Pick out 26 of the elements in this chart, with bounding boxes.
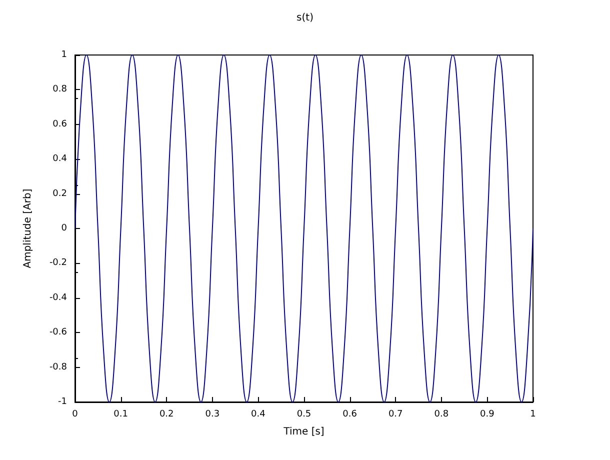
x-tick-label: 0.8 bbox=[434, 410, 449, 420]
x-tick-label: 0.3 bbox=[205, 410, 220, 420]
line-series bbox=[74, 54, 534, 402]
y-tick-label: 1 bbox=[61, 50, 67, 60]
x-tick-label: 0.5 bbox=[296, 410, 312, 420]
y-tick-label: -0.8 bbox=[49, 362, 68, 372]
y-tick-label: -0.4 bbox=[49, 292, 68, 303]
x-axis-title: Time [s] bbox=[282, 426, 324, 438]
y-axis-title: Amplitude [Arb] bbox=[22, 188, 34, 268]
x-tick-label: 0.4 bbox=[251, 410, 266, 420]
y-tick-label: 0.2 bbox=[52, 188, 67, 199]
y-tick-label: 0.6 bbox=[52, 119, 68, 130]
y-tick-label: 0.4 bbox=[52, 154, 68, 164]
y-tick-label: 0.8 bbox=[52, 84, 68, 95]
x-tick-label: 0.1 bbox=[114, 410, 128, 420]
x-tick-label: 1 bbox=[530, 410, 536, 420]
y-tick-label: -1 bbox=[58, 397, 67, 407]
x-tick-label: 0.7 bbox=[388, 410, 403, 420]
x-tick-label: 0 bbox=[72, 410, 78, 420]
y-tick-label: 0 bbox=[61, 224, 68, 234]
x-tick-label: 0.9 bbox=[480, 410, 495, 420]
chart-title: s(t) bbox=[296, 12, 314, 24]
y-tick-label: -0.2 bbox=[49, 258, 67, 268]
x-tick-label: 0.2 bbox=[159, 410, 174, 420]
y-tick-label: -0.6 bbox=[49, 328, 68, 338]
x-tick-label: 0.6 bbox=[342, 410, 358, 420]
